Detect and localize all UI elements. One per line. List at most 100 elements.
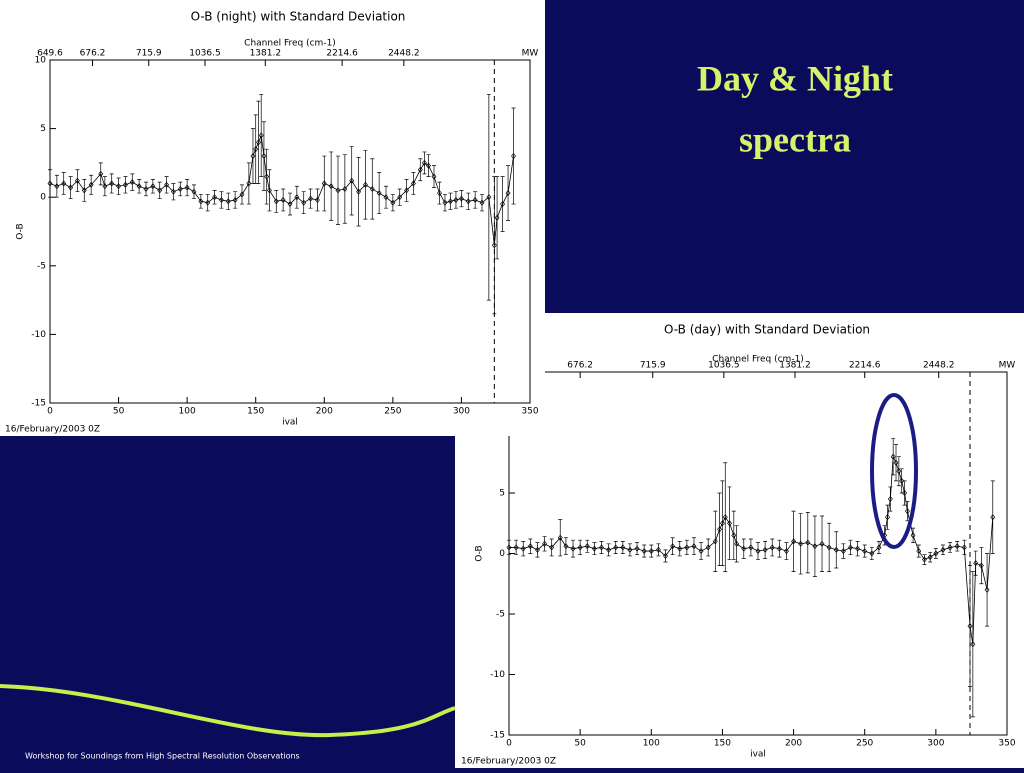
data-point	[527, 543, 533, 550]
x-tick-label: 200	[316, 407, 333, 417]
y-axis-label: O-B	[475, 545, 485, 561]
x2-tick-label: 1036.5	[708, 361, 740, 371]
x2-tick-label: 676.2	[567, 361, 593, 371]
data-point	[719, 520, 725, 527]
data-point	[500, 200, 506, 208]
x-tick-label: 350	[521, 407, 538, 417]
x2-tick-label: 649.6	[37, 49, 63, 59]
day-chart: O-B (day) with Standard Deviation Channel…	[461, 323, 1016, 767]
series-line	[49, 133, 514, 246]
night-chart: O-B (night) with Standard Deviation Chann…	[5, 10, 539, 435]
data-point	[273, 198, 279, 205]
data-point	[717, 526, 723, 533]
data-point	[904, 508, 910, 515]
data-point	[876, 544, 882, 551]
data-point	[294, 194, 300, 201]
data-point	[748, 544, 754, 551]
data-point	[150, 183, 156, 190]
x-tick-label: 350	[998, 739, 1015, 749]
x2-axis-label: Channel Freq (cm-1)	[244, 39, 336, 49]
data-point	[855, 545, 861, 552]
x2-tick-label: 715.9	[640, 361, 666, 371]
data-point	[253, 146, 259, 153]
x-axis-label: ival	[282, 418, 298, 428]
data-point	[212, 194, 218, 201]
data-point	[557, 534, 563, 541]
data-point	[342, 185, 348, 193]
night-panel	[0, 0, 545, 436]
date-label: 16/February/2003 0Z	[5, 425, 100, 435]
x-tick-label: 300	[453, 407, 470, 417]
data-point	[648, 548, 654, 555]
data-point	[184, 184, 190, 191]
data-point	[655, 546, 661, 553]
data-point	[899, 477, 905, 484]
data-point	[670, 543, 676, 550]
chart-title: O-B (night) with Standard Deviation	[191, 10, 406, 24]
data-point	[577, 544, 583, 551]
x-tick-label: 150	[247, 407, 264, 417]
data-point	[198, 198, 204, 205]
slide-title: spectra	[739, 119, 851, 159]
data-point	[453, 196, 459, 204]
data-point	[505, 190, 511, 197]
decorative-curve	[0, 684, 456, 738]
x2-tick-label: MW	[999, 361, 1016, 371]
x2-tick-label: 1036.5	[189, 49, 221, 59]
data-point	[308, 195, 314, 202]
data-point	[314, 196, 320, 204]
data-point	[584, 543, 590, 550]
data-point	[734, 540, 740, 547]
x-tick-label: 50	[113, 407, 125, 417]
data-point	[620, 544, 626, 551]
data-point	[109, 180, 115, 187]
data-point	[177, 185, 183, 193]
x2-tick-label: 2448.2	[923, 361, 955, 371]
x-tick-label: 250	[384, 407, 401, 417]
data-point	[98, 170, 104, 177]
data-point	[848, 544, 853, 551]
chart-title: O-B (day) with Standard Deviation	[664, 323, 870, 337]
x-tick-label: 250	[856, 739, 873, 749]
y-tick-label: 5	[40, 124, 46, 134]
data-point	[61, 180, 67, 187]
data-point	[256, 139, 261, 146]
y-tick-label: 0	[40, 193, 46, 203]
data-point	[805, 539, 811, 546]
data-point	[266, 187, 272, 194]
data-point	[769, 544, 775, 551]
x-tick-label: 0	[47, 407, 53, 417]
data-point	[472, 196, 478, 204]
data-point	[513, 544, 519, 551]
y-tick-label: -10	[490, 670, 505, 680]
data-point	[321, 180, 327, 187]
y-tick-label: 5	[499, 489, 505, 499]
data-point	[421, 159, 427, 166]
data-point	[731, 532, 737, 539]
x-tick-label: 50	[574, 739, 586, 749]
y-tick-label: -15	[490, 731, 505, 741]
data-point	[563, 543, 569, 550]
series-line	[509, 455, 994, 645]
x-tick-label: 100	[643, 739, 660, 749]
y-tick-label: 0	[499, 549, 505, 559]
x-tick-label: 300	[927, 739, 944, 749]
data-point	[613, 544, 619, 551]
x2-tick-label: 2448.2	[388, 49, 420, 59]
data-point	[410, 180, 416, 187]
data-point	[691, 543, 697, 550]
data-point	[712, 538, 718, 545]
data-point	[722, 514, 728, 521]
data-point	[947, 544, 953, 551]
x2-tick-label: 2214.6	[849, 361, 881, 371]
error-bar	[511, 107, 516, 205]
footer: Workshop for Soundings from High Spectra…	[25, 752, 300, 761]
data-point	[970, 641, 976, 648]
data-point	[684, 544, 690, 551]
data-point	[448, 198, 453, 205]
x-tick-label: 150	[714, 739, 731, 749]
data-point	[727, 520, 732, 527]
x2-tick-label: 676.2	[80, 49, 106, 59]
